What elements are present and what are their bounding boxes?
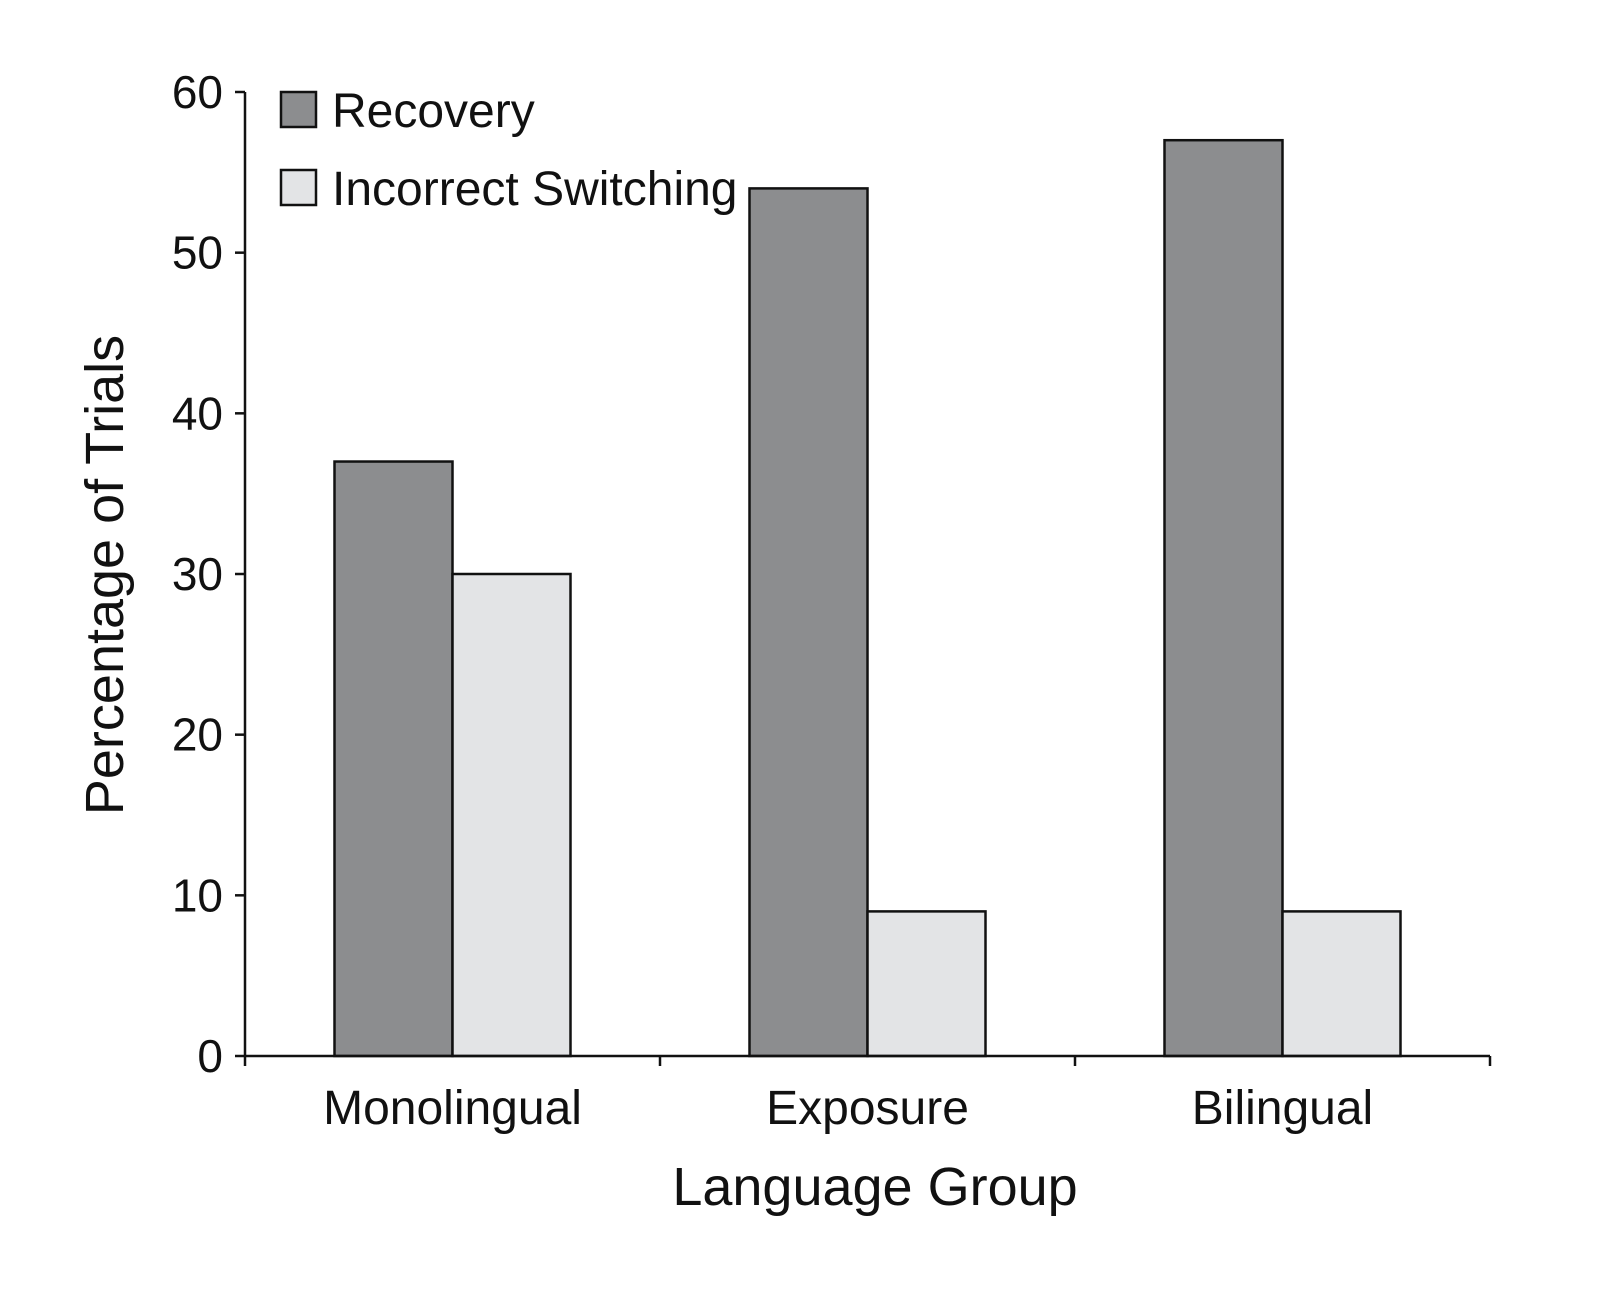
category-label-monolingual: Monolingual: [323, 1082, 582, 1135]
bar-recovery-monolingual: [333, 460, 454, 1058]
legend-swatch-recovery: [279, 90, 318, 129]
legend-label-recovery: Recovery: [332, 85, 535, 138]
y-tick-label: 40: [172, 387, 223, 439]
y-tick-label: 10: [172, 869, 223, 921]
ticks-layer: 0 10 20 30 40 50 60 Monolingual Exposure Bilingua…: [172, 66, 1492, 1135]
y-tick-label: 60: [172, 66, 223, 118]
x-axis-title: Language Group: [672, 1157, 1077, 1217]
legend: Recovery Incorrect Switching: [279, 85, 738, 216]
bar-recovery-exposure: [748, 187, 869, 1058]
y-tick-label: 50: [172, 227, 223, 279]
bar-recovery-bilingual: [1163, 138, 1284, 1058]
y-tick-label: 30: [172, 548, 223, 600]
category-label-bilingual: Bilingual: [1192, 1082, 1373, 1135]
y-tick-label: 0: [197, 1030, 223, 1082]
y-tick-label: 20: [172, 709, 223, 761]
bar-incorrect-switching-bilingual: [1281, 910, 1402, 1058]
category-label-exposure: Exposure: [766, 1082, 969, 1135]
legend-swatch-incorrect-switching: [279, 168, 318, 207]
bar-incorrect-switching-exposure: [866, 910, 987, 1058]
legend-label-incorrect-switching: Incorrect Switching: [332, 163, 738, 216]
bars-layer: [333, 138, 1402, 1058]
y-axis-title: Percentage of Trials: [75, 335, 135, 815]
bar-incorrect-switching-monolingual: [451, 572, 572, 1058]
